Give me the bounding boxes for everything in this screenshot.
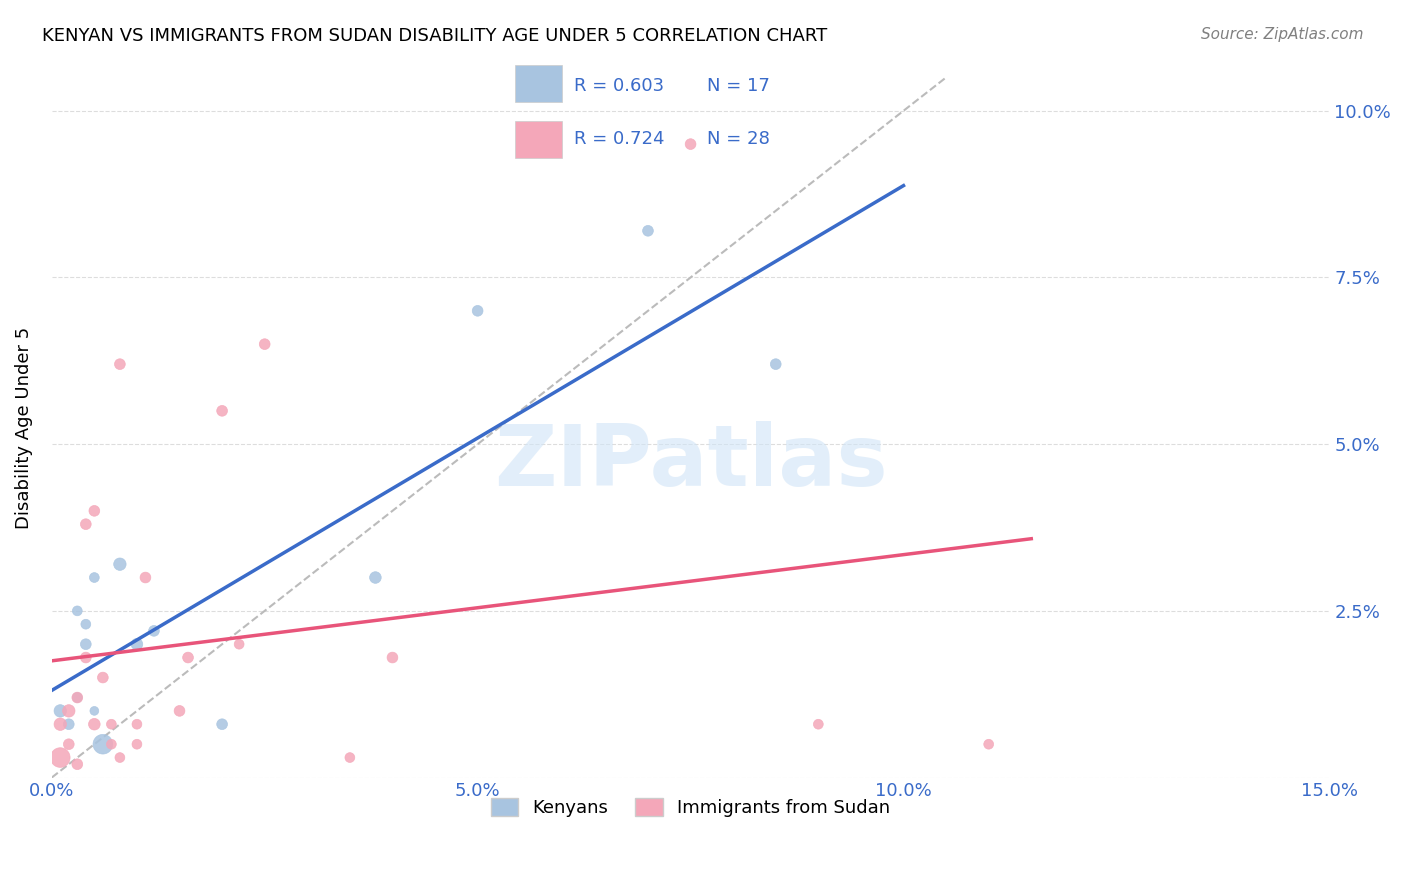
Point (49, 704, 72, 718)
Point (381, 650, 404, 665)
Point (228, 637, 250, 651)
Point (66, 604, 89, 618)
Point (977, 737, 1000, 751)
Point (91, 737, 114, 751)
FancyBboxPatch shape (516, 65, 562, 103)
Point (807, 717, 830, 731)
Point (83, 704, 105, 718)
Point (125, 717, 148, 731)
Point (83, 717, 105, 731)
Point (108, 558, 131, 572)
Point (75, 650, 97, 665)
FancyBboxPatch shape (516, 120, 562, 158)
Point (765, 357, 787, 371)
Point (211, 717, 233, 731)
Point (143, 624, 166, 638)
Point (679, 137, 702, 152)
Point (108, 357, 131, 371)
Point (125, 637, 148, 651)
Point (134, 570, 156, 584)
Point (169, 704, 191, 718)
Point (75, 617, 97, 632)
Text: R = 0.724: R = 0.724 (574, 130, 665, 148)
Point (49, 717, 72, 731)
Point (58, 717, 80, 731)
Point (253, 337, 276, 351)
Point (108, 750, 131, 764)
Point (83, 570, 105, 584)
Text: KENYAN VS IMMIGRANTS FROM SUDAN DISABILITY AGE UNDER 5 CORRELATION CHART: KENYAN VS IMMIGRANTS FROM SUDAN DISABILI… (42, 27, 827, 45)
Point (467, 303, 489, 318)
Point (58, 704, 80, 718)
Point (100, 737, 122, 751)
Text: ZIPatlas: ZIPatlas (494, 421, 887, 504)
Legend: Kenyans, Immigrants from Sudan: Kenyans, Immigrants from Sudan (484, 790, 897, 824)
Point (364, 570, 387, 584)
Point (75, 637, 97, 651)
Point (49, 750, 72, 764)
Point (125, 737, 148, 751)
Text: N = 28: N = 28 (707, 130, 770, 148)
Y-axis label: Disability Age Under 5: Disability Age Under 5 (15, 326, 32, 529)
Point (211, 404, 233, 418)
Point (75, 517, 97, 532)
Point (100, 717, 122, 731)
Point (58, 737, 80, 751)
Point (66, 757, 89, 772)
Point (83, 504, 105, 518)
Point (177, 650, 200, 665)
Text: Source: ZipAtlas.com: Source: ZipAtlas.com (1201, 27, 1364, 42)
Point (637, 224, 659, 238)
Point (91, 671, 114, 685)
Point (339, 750, 361, 764)
Point (66, 690, 89, 705)
Text: N = 17: N = 17 (707, 77, 770, 95)
Text: R = 0.603: R = 0.603 (574, 77, 665, 95)
Point (66, 690, 89, 705)
